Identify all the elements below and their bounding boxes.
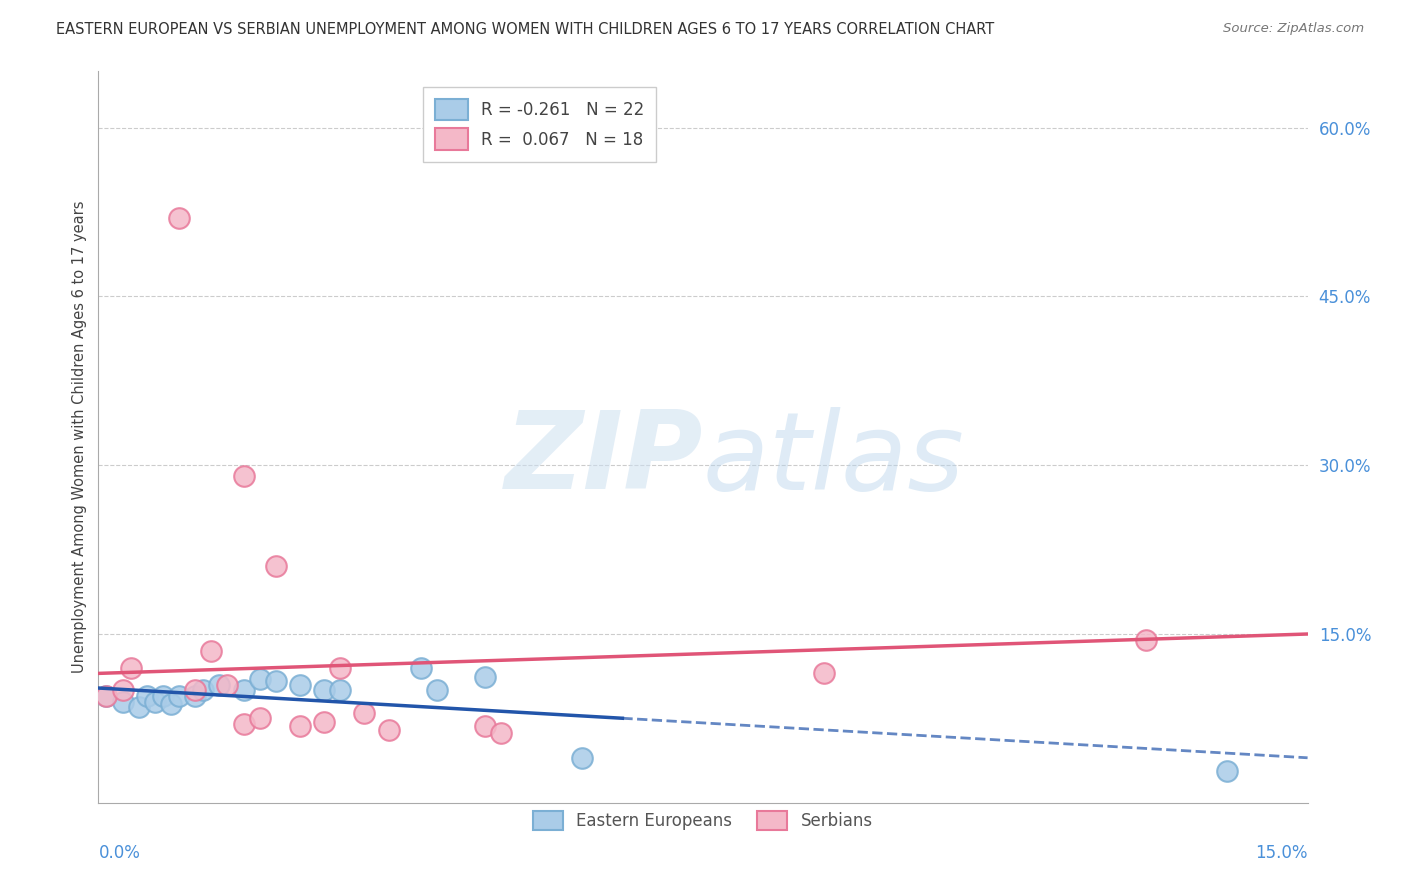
Point bbox=[160, 697, 183, 711]
Legend: Eastern Europeans, Serbians: Eastern Europeans, Serbians bbox=[524, 803, 882, 838]
Point bbox=[249, 711, 271, 725]
Point bbox=[167, 211, 190, 225]
Point bbox=[111, 683, 134, 698]
Point bbox=[167, 689, 190, 703]
Text: atlas: atlas bbox=[703, 407, 965, 511]
Point bbox=[249, 672, 271, 686]
Point bbox=[184, 689, 207, 703]
Point bbox=[314, 683, 336, 698]
Point bbox=[152, 689, 174, 703]
Text: EASTERN EUROPEAN VS SERBIAN UNEMPLOYMENT AMONG WOMEN WITH CHILDREN AGES 6 TO 17 : EASTERN EUROPEAN VS SERBIAN UNEMPLOYMENT… bbox=[56, 22, 994, 37]
Point bbox=[143, 694, 166, 708]
Point bbox=[135, 689, 157, 703]
Point bbox=[353, 706, 375, 720]
Y-axis label: Unemployment Among Women with Children Ages 6 to 17 years: Unemployment Among Women with Children A… bbox=[72, 201, 87, 673]
Point bbox=[409, 661, 432, 675]
Point bbox=[377, 723, 399, 737]
Point bbox=[813, 666, 835, 681]
Point bbox=[1216, 764, 1239, 779]
Point bbox=[96, 689, 118, 703]
Point bbox=[193, 683, 215, 698]
Point bbox=[200, 644, 222, 658]
Point bbox=[426, 683, 449, 698]
Point bbox=[111, 694, 134, 708]
Point bbox=[217, 678, 239, 692]
Point bbox=[491, 726, 513, 740]
Point bbox=[184, 683, 207, 698]
Point bbox=[128, 700, 150, 714]
Point bbox=[571, 751, 593, 765]
Point bbox=[96, 689, 118, 703]
Point bbox=[288, 719, 311, 733]
Point bbox=[208, 678, 231, 692]
Point bbox=[232, 469, 254, 483]
Point bbox=[474, 670, 496, 684]
Point bbox=[232, 717, 254, 731]
Point bbox=[329, 661, 352, 675]
Point bbox=[264, 674, 287, 689]
Point bbox=[264, 559, 287, 574]
Point bbox=[232, 683, 254, 698]
Point bbox=[329, 683, 352, 698]
Point bbox=[1135, 632, 1157, 647]
Text: ZIP: ZIP bbox=[505, 406, 703, 512]
Text: 15.0%: 15.0% bbox=[1256, 845, 1308, 863]
Point bbox=[120, 661, 142, 675]
Point bbox=[314, 714, 336, 729]
Text: Source: ZipAtlas.com: Source: ZipAtlas.com bbox=[1223, 22, 1364, 36]
Point bbox=[288, 678, 311, 692]
Text: 0.0%: 0.0% bbox=[98, 845, 141, 863]
Point bbox=[474, 719, 496, 733]
